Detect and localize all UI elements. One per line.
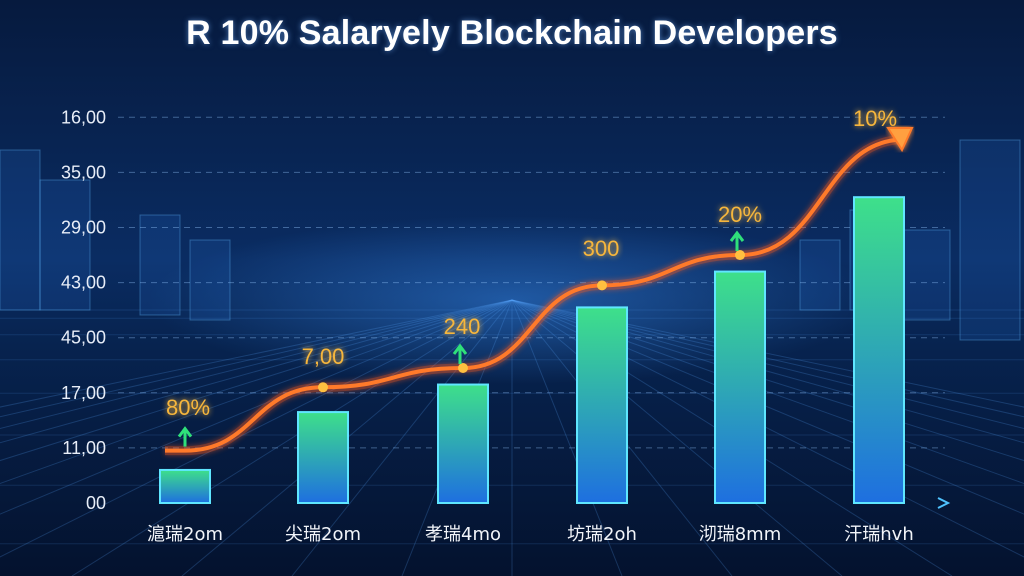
data-label: 240 [444,314,481,339]
data-label: 80% [166,395,210,420]
grid-perspective-line [511,299,1024,462]
up-arrow-icon [452,343,468,365]
background-building [139,214,181,316]
data-label: 300 [583,236,620,261]
x-tick-label: 汗瑞hvh [844,524,913,545]
y-tick-label: 00 [86,493,106,513]
x-tick-label: 孝瑞4mo [425,524,501,545]
trend-point [735,250,745,261]
grid-perspective-line [0,299,513,429]
y-tick-label: 29,00 [61,218,106,238]
trend-point [597,280,607,291]
grid-perspective-line [0,299,513,444]
data-label: 7,00 [302,344,345,369]
background-building [39,179,91,311]
bar [159,468,211,505]
background-building [959,139,1021,341]
background-building [899,229,951,321]
grid-perspective-line [0,299,513,418]
up-arrow-icon [177,426,193,447]
grid-perspective-line [0,299,513,515]
trend-point [318,382,328,393]
y-tick-label: 45,00 [61,328,106,348]
grid-perspective-line [511,299,623,576]
y-tick-label: 35,00 [61,162,106,182]
y-tick-label: 17,00 [61,383,106,403]
trend-arrow-head-icon [886,127,914,153]
x-tick-label: 沏瑞8mm [699,524,782,545]
trend-line-glow [165,134,906,456]
grid-perspective-line [511,299,1024,418]
bar [437,383,489,504]
bar [853,196,905,504]
grid-perspective-line [0,299,513,485]
grid-perspective-line [0,299,513,408]
x-axis-arrow-icon [937,497,951,509]
background-building [799,239,841,311]
y-tick-label: 43,00 [61,273,106,293]
bar [297,411,349,504]
x-tick-label: 滬瑞2om [147,524,223,545]
x-tick-label: 尖瑞2om [285,524,361,545]
background-building [0,149,41,311]
grid-perspective-line [71,299,513,576]
data-label: 10% [853,106,897,131]
grid-perspective-line [511,299,843,576]
trend-point [458,363,468,374]
background-building [189,239,231,321]
x-tick-label: 坊瑞2oh [567,524,637,545]
grid-perspective-line [511,299,1024,444]
bar [576,306,628,504]
trend-line [165,137,906,453]
bar [714,270,766,504]
up-arrow-icon [729,230,745,252]
grid-perspective-line [291,299,513,576]
data-label: 20% [718,202,762,227]
grid-perspective-line [511,299,1024,429]
y-tick-label: 16,00 [61,107,106,127]
y-tick-label: 11,00 [62,438,106,458]
grid-perspective-line [0,299,513,462]
chart-title: R 10% Salaryely Blockchain Developers [186,14,838,52]
